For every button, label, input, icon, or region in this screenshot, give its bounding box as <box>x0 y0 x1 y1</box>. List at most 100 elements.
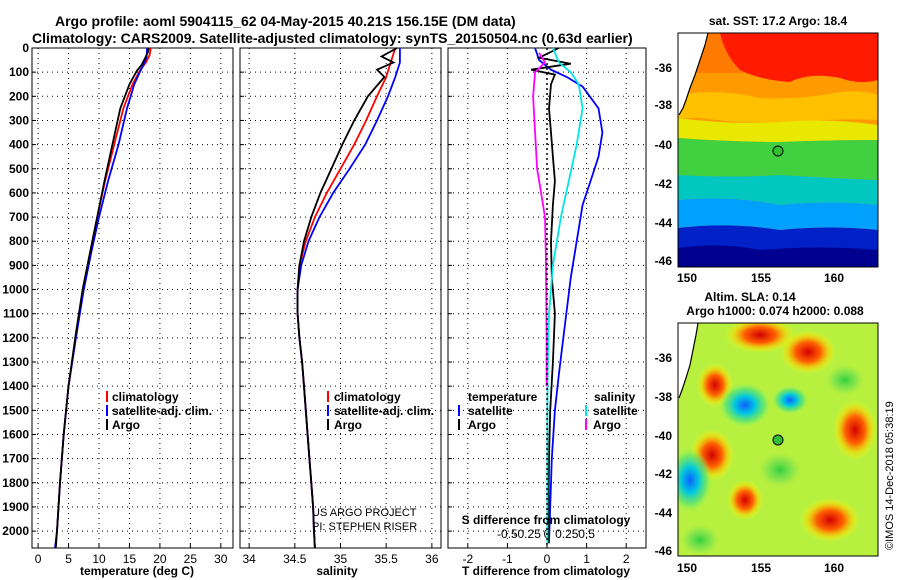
difference-series-temperature-argo <box>531 47 571 544</box>
salinity-axis-label: salinity <box>316 564 358 578</box>
legend-satellite: satellite-adj. clim. <box>112 404 212 418</box>
sst-ytick: -44 <box>655 216 673 230</box>
depth-tick-label: 1400 <box>2 379 29 393</box>
depth-tick-label: 1700 <box>2 452 29 466</box>
difference-legend: temperature satellite Argo salinity sate… <box>458 390 638 432</box>
legend-satellite: satellite-adj. clim. <box>334 404 434 418</box>
temperature-series-climatology <box>54 47 152 549</box>
depth-tick-label: 200 <box>9 89 29 103</box>
salinity-xtick-label: 34 <box>242 552 256 566</box>
project-annotation: US ARGO PROJECT <box>312 507 417 519</box>
sla-ytick: -38 <box>655 390 673 404</box>
sst-ytick: -40 <box>655 138 673 152</box>
legend-salinity-title: salinity <box>594 390 636 404</box>
sst-xtick: 150 <box>677 271 697 285</box>
temperature-series-argo <box>54 47 150 549</box>
depth-tick-label: 400 <box>9 138 29 152</box>
legend-temp-satellite: satellite <box>468 404 513 418</box>
depth-tick-label: 1200 <box>2 331 29 345</box>
depth-tick-label: 1600 <box>2 427 29 441</box>
s-difference-tick-label: 0.5 <box>578 527 595 541</box>
depth-tick-label: 900 <box>9 258 29 272</box>
temperature-xtick-label: 20 <box>153 552 167 566</box>
sst-ytick: -42 <box>655 177 673 191</box>
temperature-frame <box>31 47 234 549</box>
depth-tick-label: 100 <box>9 65 29 79</box>
sst-xtick: 160 <box>824 271 844 285</box>
sla-ytick: -40 <box>655 429 673 443</box>
s-difference-tick-label: -0.25 <box>514 527 542 541</box>
depth-tick-label: 700 <box>9 210 29 224</box>
legend-temperature-title: temperature <box>468 390 538 404</box>
legend-sal-satellite: satellite <box>593 404 638 418</box>
salinity-xtick-label: 35.5 <box>375 552 399 566</box>
legend-sal-argo: Argo <box>593 418 621 432</box>
sst-ytick: -38 <box>655 98 673 112</box>
legend-climatology: climatology <box>112 390 179 404</box>
sst-ytick: -46 <box>655 254 673 268</box>
salinity-legend: climatology satellite-adj. clim. Argo <box>327 390 434 432</box>
depth-tick-label: 1300 <box>2 355 29 369</box>
temperature-xtick-label: 15 <box>123 552 137 566</box>
salinity-series-climatology <box>296 47 397 549</box>
sla-map-title-1: Altim. SLA: 0.14 <box>704 290 796 304</box>
temperature-xtick-label: 30 <box>214 552 228 566</box>
depth-tick-label: 800 <box>9 234 29 248</box>
difference-xtick-label: -1 <box>502 552 513 566</box>
title-line-1: Argo profile: aoml 5904115_62 04-May-201… <box>55 13 516 29</box>
depth-tick-label: 1500 <box>2 403 29 417</box>
depth-tick-label: 0 <box>22 41 29 55</box>
temperature-axis-label: temperature (deg C) <box>80 564 194 578</box>
sla-ytick: -42 <box>655 467 673 481</box>
legend-climatology: climatology <box>334 390 401 404</box>
sla-profile-marker <box>772 434 784 446</box>
sla-map-title-2: Argo h1000: 0.074 h2000: 0.088 <box>686 304 864 318</box>
sst-map-title: sat. SST: 17.2 Argo: 18.4 <box>709 14 848 28</box>
depth-tick-label: 1000 <box>2 283 29 297</box>
sla-xtick: 160 <box>824 561 844 575</box>
sst-map <box>678 33 878 267</box>
depth-tick-label: 2000 <box>2 524 29 538</box>
s-difference-tick-label: -0.5 <box>497 527 518 541</box>
sla-ytick: -36 <box>655 351 673 365</box>
temperature-xtick-label: 5 <box>65 552 72 566</box>
pi-annotation: PI: STEPHEN RISER <box>312 521 417 533</box>
credit-text: ©IMOS 14-Dec-2018 05:38:19 <box>884 401 896 550</box>
legend-argo: Argo <box>334 418 362 432</box>
salinity-xtick-label: 35 <box>334 552 348 566</box>
temperature-xtick-label: 0 <box>35 552 42 566</box>
difference-axis-label: T difference from climatology <box>462 564 630 578</box>
temperature-legend: climatology satellite-adj. clim. Argo <box>106 390 212 432</box>
sla-xtick: 150 <box>677 561 697 575</box>
sst-profile-marker <box>772 145 784 157</box>
difference-series-salinity-satellite <box>546 47 584 544</box>
temperature-xtick-label: 25 <box>184 552 198 566</box>
depth-tick-label: 600 <box>9 186 29 200</box>
difference-xtick-label: -2 <box>462 552 473 566</box>
difference-xtick-label: 2 <box>623 552 630 566</box>
sla-map <box>678 323 878 556</box>
depth-tick-label: 1900 <box>2 500 29 514</box>
sla-xtick: 155 <box>751 561 771 575</box>
sla-map-axes: -36 -38 -40 -42 -44 -46 150 155 160 <box>655 351 845 575</box>
s-difference-axis-label: S difference from climatology <box>462 513 631 527</box>
salinity-xtick-label: 34.5 <box>283 552 307 566</box>
title-line-2: Climatology: CARS2009. Satellite-adjuste… <box>32 30 633 46</box>
difference-series-temperature-satellite <box>534 47 604 544</box>
sla-ytick: -46 <box>655 544 673 558</box>
salinity-panel: 34 34.5 35 35.5 36 <box>239 47 442 566</box>
sst-ytick: -36 <box>655 61 673 75</box>
depth-tick-label: 300 <box>9 113 29 127</box>
salinity-series-satellite-adj-clim- <box>296 48 401 549</box>
salinity-xtick-label: 36 <box>425 552 439 566</box>
difference-xtick-label: 1 <box>583 552 590 566</box>
legend-argo: Argo <box>112 418 140 432</box>
difference-xtick-label: 0 <box>544 552 551 566</box>
depth-tick-label: 1800 <box>2 476 29 490</box>
salinity-series-argo <box>296 47 398 549</box>
difference-series-salinity-argo <box>532 52 548 387</box>
temperature-panel: 0 5 10 15 20 25 300100200300400500600700800900… <box>2 41 234 566</box>
temperature-xtick-label: 10 <box>92 552 106 566</box>
sst-xtick: 155 <box>751 271 771 285</box>
